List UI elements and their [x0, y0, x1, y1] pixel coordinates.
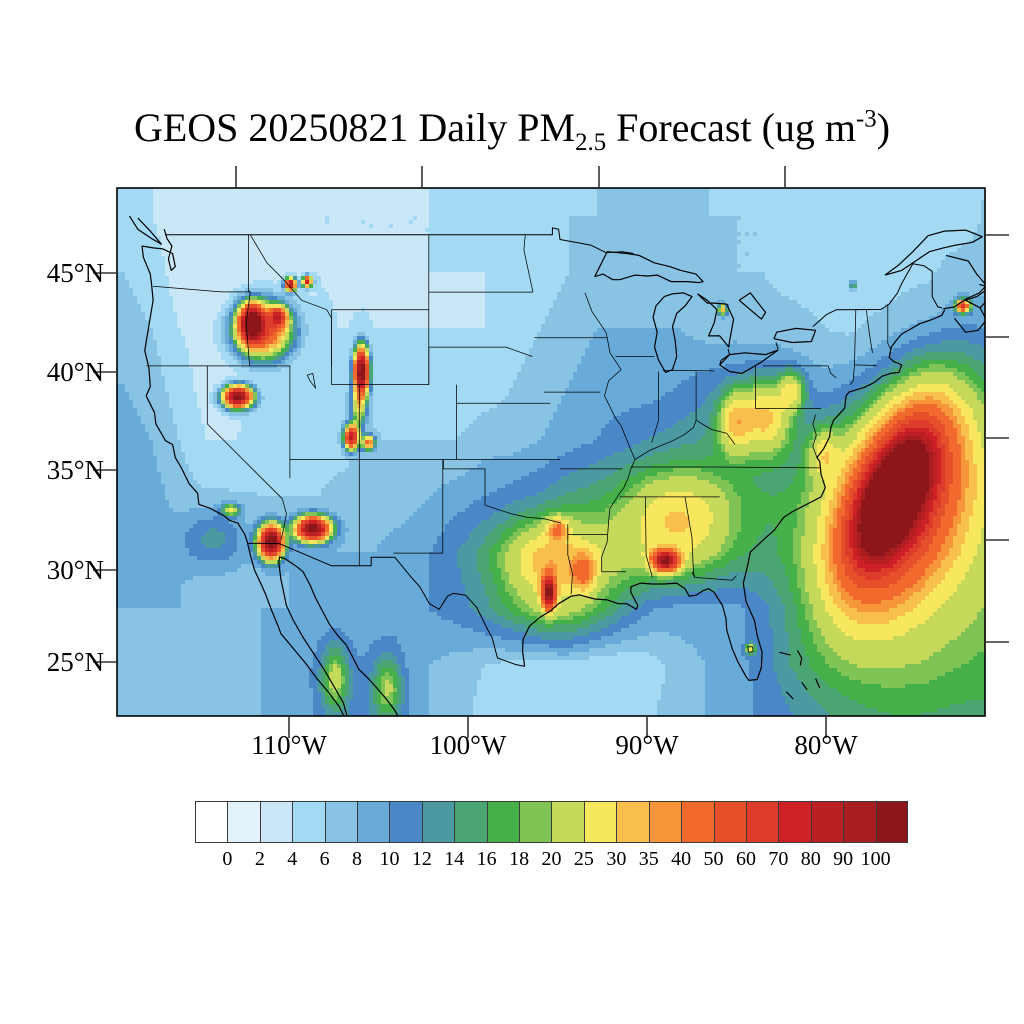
- colorbar-cell: [259, 801, 293, 843]
- colorbar-tick-label: 4: [287, 848, 298, 870]
- colorbar-cell: [292, 801, 325, 843]
- colorbar-cell: [324, 801, 358, 843]
- y-tick-label: 25°N: [46, 647, 104, 677]
- colorbar-tick-label: 8: [352, 848, 363, 870]
- colorbar-cell: [583, 801, 617, 843]
- colorbar-tick-label: 2: [254, 848, 265, 870]
- colorbar-tick-label: 14: [444, 848, 465, 870]
- x-tick-label: 90°W: [615, 730, 679, 760]
- colorbar-tick-label: 90: [833, 848, 854, 870]
- colorbar-cell: [778, 801, 811, 843]
- pm25-heatmap-canvas: [117, 188, 985, 716]
- colorbar-tick-label: 80: [800, 848, 821, 870]
- x-tick-label: 100°W: [429, 730, 507, 760]
- colorbar-cell: [713, 801, 746, 843]
- colorbar-tick-label: 10: [379, 848, 400, 870]
- colorbar: [195, 801, 908, 843]
- colorbar-cell: [454, 801, 487, 843]
- colorbar-cell: [357, 801, 390, 843]
- colorbar-tick-label: 50: [703, 848, 724, 870]
- colorbar-tick-label: 30: [606, 848, 627, 870]
- colorbar-tick-label: 40: [671, 848, 692, 870]
- colorbar-tick-label: 60: [735, 848, 756, 870]
- colorbar-cell: [421, 801, 455, 843]
- colorbar-cell: [810, 801, 844, 843]
- page-title: GEOS 20250821 Daily PM2.5 Forecast (ug m…: [133, 105, 891, 156]
- colorbar-tick-label: 12: [411, 848, 432, 870]
- y-tick-label: 30°N: [46, 555, 104, 585]
- colorbar-tick-label: 100: [860, 848, 891, 870]
- colorbar-tick-label: 16: [476, 848, 497, 870]
- y-tick-label: 40°N: [46, 357, 104, 387]
- colorbar-tick-label: 6: [319, 848, 330, 870]
- colorbar-tick-label: 0: [222, 848, 233, 870]
- colorbar-cell: [843, 801, 876, 843]
- colorbar-cell: [227, 801, 260, 843]
- colorbar-cell: [551, 801, 584, 843]
- colorbar-tick-label: 70: [768, 848, 789, 870]
- colorbar-tick-label: 35: [638, 848, 659, 870]
- colorbar-tick-label: 18: [509, 848, 530, 870]
- colorbar-cell: [875, 801, 908, 843]
- colorbar-cell: [486, 801, 520, 843]
- colorbar-cell: [681, 801, 714, 843]
- colorbar-cell: [616, 801, 649, 843]
- y-tick-label: 35°N: [46, 455, 104, 485]
- colorbar-tick-label: 20: [541, 848, 562, 870]
- y-tick-label: 45°N: [46, 258, 104, 288]
- colorbar-cell: [389, 801, 422, 843]
- colorbar-cell: [648, 801, 682, 843]
- colorbar-tick-label: 25: [573, 848, 594, 870]
- colorbar-cell: [745, 801, 779, 843]
- x-tick-label: 80°W: [794, 730, 858, 760]
- colorbar-cell: [195, 801, 228, 843]
- colorbar-cell: [519, 801, 552, 843]
- cuba-coastline: [747, 715, 752, 716]
- x-tick-label: 110°W: [251, 730, 327, 760]
